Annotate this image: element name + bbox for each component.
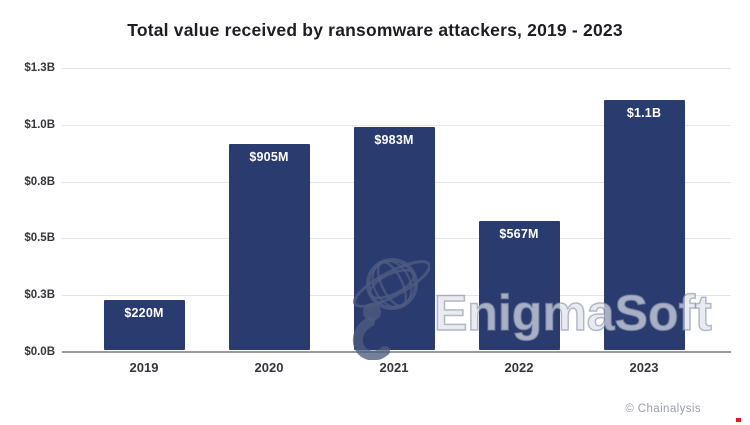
gridline (62, 124, 731, 126)
x-axis-line (62, 351, 731, 353)
bar-value-label: $567M (499, 227, 539, 242)
y-axis-label: $0.5B (24, 232, 55, 245)
x-axis-label-2019: 2019 (129, 360, 159, 375)
bar-value-label: $983M (374, 132, 414, 147)
bar-2023: $1.1B (603, 100, 685, 350)
y-axis-label: $0.8B (24, 175, 55, 188)
y-axis-label: $1.0B (24, 118, 55, 131)
bar-value-label: $905M (249, 150, 289, 165)
bar-2021: $983M (353, 126, 435, 350)
attribution-text: © Chainalysis (625, 403, 701, 415)
x-axis-label-2022: 2022 (504, 360, 534, 375)
x-axis-label-2023: 2023 (629, 360, 659, 375)
x-axis-label-2020: 2020 (254, 360, 284, 375)
bar-value-label: $1.1B (626, 106, 662, 121)
bar-value-label: $220M (124, 306, 164, 321)
red-dot-marker (736, 418, 741, 422)
y-axis-label: $1.3B (24, 62, 55, 74)
bar-2020: $905M (228, 144, 310, 350)
chart-title: Total value received by ransomware attac… (127, 20, 623, 40)
x-axis-label-2021: 2021 (379, 360, 409, 375)
bar-2019: $220M (103, 300, 185, 350)
y-axis-label: $0.0B (24, 346, 55, 358)
plot-area: $220M $905M $983M $567M $1.1B (62, 68, 731, 353)
gridline (62, 68, 731, 69)
y-axis-label: $0.3B (24, 289, 55, 302)
bar-2022: $567M (478, 221, 560, 350)
